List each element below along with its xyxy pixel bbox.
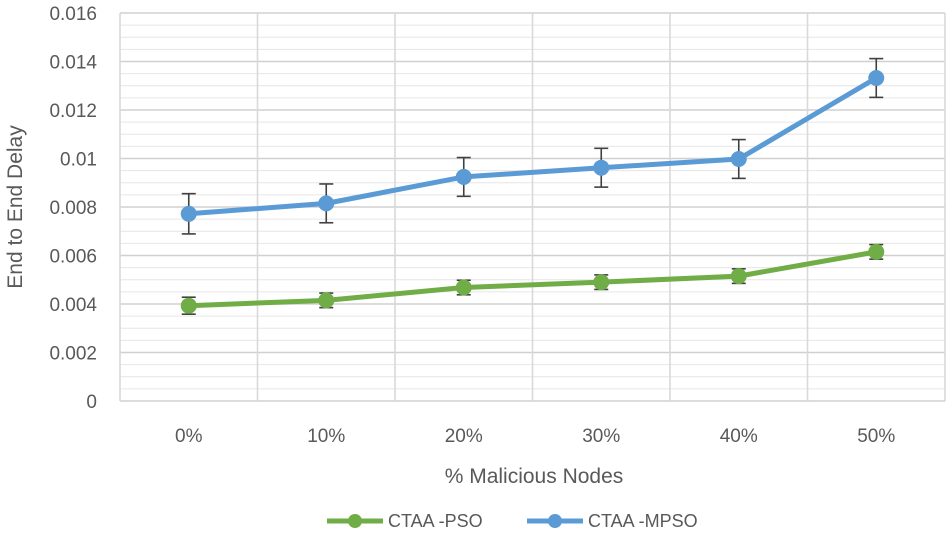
x-axis-tick-labels: 0% 10% 20% 30% 40% 50%	[175, 426, 895, 447]
x-tick-label: 30%	[582, 426, 620, 447]
data-point	[180, 205, 197, 222]
series-line	[186, 249, 879, 309]
legend-label: CTAA -PSO	[388, 511, 483, 531]
data-point	[180, 297, 197, 314]
y-tick-label: 0.01	[60, 150, 97, 171]
series-ctaa-pso	[180, 243, 885, 315]
x-tick-label: 0%	[175, 426, 203, 447]
y-tick-label: 0.006	[49, 247, 97, 268]
y-axis-title: End to End Delay	[4, 125, 27, 289]
series	[180, 57, 885, 315]
data-point	[593, 159, 610, 176]
gridlines	[119, 12, 946, 402]
data-point	[868, 69, 885, 86]
x-tick-label: 50%	[857, 426, 895, 447]
x-tick-label: 20%	[445, 426, 483, 447]
y-axis-tick-labels: 0 0.002 0.004 0.006 0.008 0.01 0.012 0.014 0.016	[49, 4, 97, 413]
x-tick-label: 40%	[720, 426, 758, 447]
y-tick-label: 0.002	[49, 344, 97, 365]
series-line	[186, 75, 879, 217]
data-point	[868, 243, 885, 260]
data-point	[593, 274, 610, 291]
legend-label: CTAA -MPSO	[588, 511, 698, 531]
y-tick-label: 0.016	[49, 4, 97, 25]
y-tick-label: 0.008	[49, 198, 97, 219]
y-tick-label: 0.014	[49, 53, 97, 74]
data-point	[318, 195, 335, 212]
legend: CTAA -PSO CTAA -MPSO	[327, 511, 698, 531]
data-point	[455, 168, 472, 185]
legend-swatch-marker	[348, 514, 362, 528]
data-point	[730, 268, 747, 285]
y-tick-label: 0	[86, 392, 97, 413]
x-axis-title: % Malicious Nodes	[445, 465, 624, 488]
x-tick-label: 10%	[307, 426, 345, 447]
legend-item-ctaa-pso: CTAA -PSO	[327, 511, 483, 531]
data-point	[455, 279, 472, 296]
data-point	[318, 292, 335, 309]
series-ctaa-mpso	[180, 57, 885, 235]
y-tick-label: 0.004	[49, 295, 97, 316]
data-point	[730, 150, 747, 167]
y-tick-label: 0.012	[49, 101, 97, 122]
legend-item-ctaa-mpso: CTAA -MPSO	[527, 511, 698, 531]
legend-swatch-marker	[548, 514, 562, 528]
